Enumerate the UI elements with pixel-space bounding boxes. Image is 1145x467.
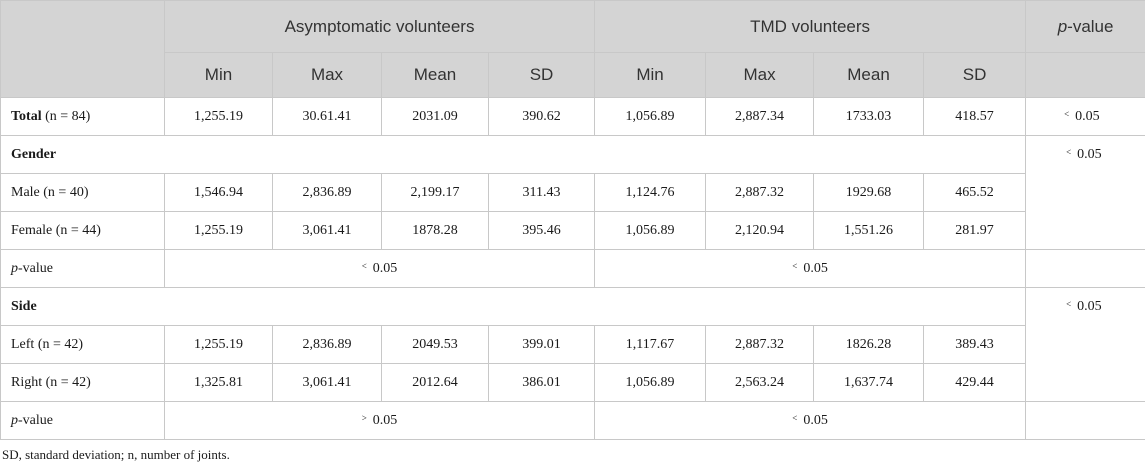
cell: 1,255.19 <box>164 211 273 250</box>
total-pvalue: <0.05 <box>1025 97 1145 136</box>
cell: 1,546.94 <box>164 173 273 212</box>
cell-blank <box>1025 249 1145 288</box>
subheader-tmd-max: Max <box>705 52 815 98</box>
cell: 3,061.41 <box>272 363 382 402</box>
cell: 2031.09 <box>381 97 489 136</box>
cell: 465.52 <box>923 173 1027 212</box>
subheader-tmd-min: Min <box>594 52 707 98</box>
cell: 1,124.76 <box>594 173 707 212</box>
row-label-pvalue: p-value <box>0 249 165 288</box>
cell: 1,255.19 <box>164 97 273 136</box>
subheader-tmd-sd: SD <box>923 52 1027 98</box>
header-asymptomatic: Asymptomatic volunteers <box>163 0 596 53</box>
table-row-side-pvalue: p-value >0.05 <0.05 <box>0 401 1145 440</box>
table-row-female: Female (n = 44) 1,255.19 3,061.41 1878.2… <box>0 211 1145 250</box>
header-blank <box>0 0 165 98</box>
row-label-male: Male (n = 40) <box>0 173 165 212</box>
cell: 390.62 <box>487 97 596 136</box>
header-pvalue: p-value <box>1025 0 1145 53</box>
gender-asym-pvalue: <0.05 <box>163 249 596 288</box>
cell: 399.01 <box>487 325 596 364</box>
gender-pvalue: <0.05 <box>1025 135 1145 250</box>
section-label-side: Side <box>0 287 1027 326</box>
section-label-gender: Gender <box>0 135 1027 174</box>
cell: 1,056.89 <box>594 97 707 136</box>
cell: 2,887.34 <box>705 97 815 136</box>
cell: 2,836.89 <box>272 173 382 212</box>
cell-blank <box>1025 401 1145 440</box>
cell: 429.44 <box>923 363 1027 402</box>
gender-tmd-pvalue: <0.05 <box>594 249 1027 288</box>
subheader-pvalue-blank <box>1025 52 1145 98</box>
table-row-gender-pvalue: p-value <0.05 <0.05 <box>0 249 1145 288</box>
cell: 1,637.74 <box>813 363 925 402</box>
side-pvalue: <0.05 <box>1025 287 1145 402</box>
row-label-pvalue: p-value <box>0 401 165 440</box>
cell: 1,056.89 <box>594 363 707 402</box>
row-label-total: Total (n = 84) <box>0 97 165 136</box>
side-asym-pvalue: >0.05 <box>163 401 596 440</box>
table-row-total: Total (n = 84) 1,255.19 30.61.41 2031.09… <box>0 97 1145 136</box>
subheader-asym-sd: SD <box>487 52 596 98</box>
table-row-left: Left (n = 42) 1,255.19 2,836.89 2049.53 … <box>0 325 1145 364</box>
row-label-left: Left (n = 42) <box>0 325 165 364</box>
row-label-right: Right (n = 42) <box>0 363 165 402</box>
table-footnote: SD, standard deviation; n, number of joi… <box>2 447 230 462</box>
cell: 2,836.89 <box>272 325 382 364</box>
cell: 2,887.32 <box>705 173 815 212</box>
header-tmd: TMD volunteers <box>594 0 1027 53</box>
cell: 311.43 <box>487 173 596 212</box>
subheader-asym-min: Min <box>164 52 273 98</box>
subheader-tmd-mean: Mean <box>813 52 925 98</box>
results-table: Asymptomatic volunteers TMD volunteers p… <box>0 0 1145 440</box>
cell: 2,199.17 <box>381 173 489 212</box>
cell: 1,255.19 <box>164 325 273 364</box>
cell: 1,325.81 <box>164 363 273 402</box>
table-row-right: Right (n = 42) 1,325.81 3,061.41 2012.64… <box>0 363 1145 402</box>
cell: 395.46 <box>487 211 596 250</box>
cell: 1929.68 <box>813 173 925 212</box>
cell: 1733.03 <box>813 97 925 136</box>
cell: 1,551.26 <box>813 211 925 250</box>
row-label-female: Female (n = 44) <box>0 211 165 250</box>
cell: 2,563.24 <box>705 363 815 402</box>
cell: 1,117.67 <box>594 325 707 364</box>
section-row-side: Side <0.05 <box>0 287 1145 402</box>
side-tmd-pvalue: <0.05 <box>594 401 1027 440</box>
cell: 389.43 <box>923 325 1027 364</box>
cell: 30.61.41 <box>272 97 382 136</box>
cell: 1826.28 <box>813 325 925 364</box>
cell: 1,056.89 <box>594 211 707 250</box>
cell: 2049.53 <box>381 325 489 364</box>
cell: 2,887.32 <box>705 325 815 364</box>
subheader-asym-max: Max <box>272 52 382 98</box>
cell: 418.57 <box>923 97 1027 136</box>
table-row-male: Male (n = 40) 1,546.94 2,836.89 2,199.17… <box>0 173 1145 212</box>
subheader-asym-mean: Mean <box>381 52 489 98</box>
cell: 2012.64 <box>381 363 489 402</box>
cell: 2,120.94 <box>705 211 815 250</box>
cell: 3,061.41 <box>272 211 382 250</box>
section-row-gender: Gender <0.05 <box>0 135 1145 250</box>
cell: 386.01 <box>487 363 596 402</box>
cell: 1878.28 <box>381 211 489 250</box>
cell: 281.97 <box>923 211 1027 250</box>
